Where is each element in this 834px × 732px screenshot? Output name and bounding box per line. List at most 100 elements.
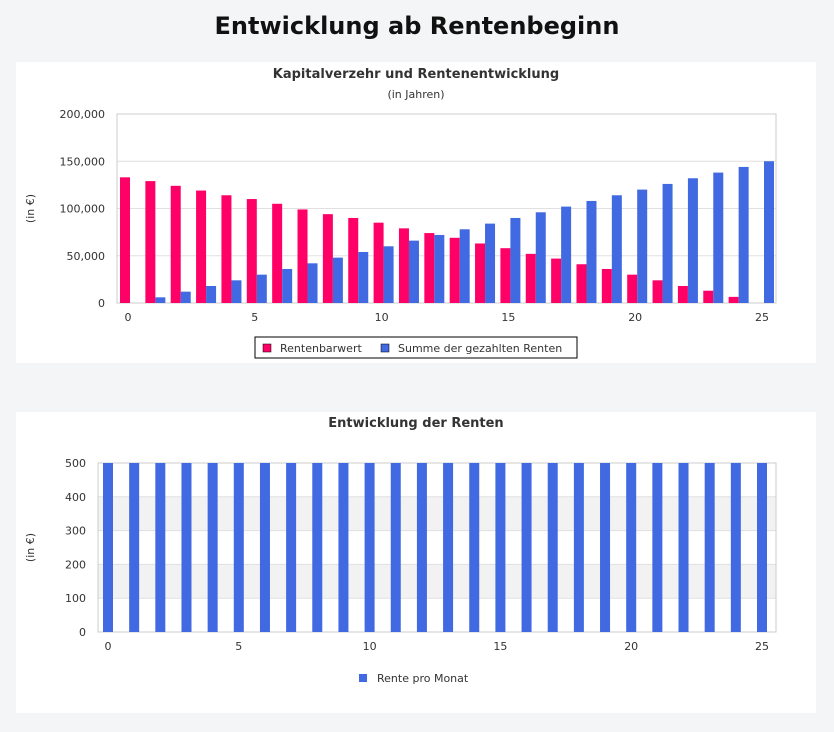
bar-renten-18 [573,463,584,632]
bar-renten-17 [547,463,558,632]
bar-renten-9 [358,251,369,303]
bar-renten-16 [535,212,546,303]
chart-panel-renten: Entwicklung der Renten 0 100 200 300 400 500 0 5… [16,412,816,713]
y-tick-label: 200,000 [60,108,106,121]
bar-renten-3 [206,285,217,303]
bar-rentenbarwert-4 [221,195,232,303]
page-title: Entwicklung ab Rentenbeginn [214,12,620,40]
bar-renten-19 [600,463,611,632]
y-tick-label: 500 [65,457,86,470]
x-tick-label: 25 [755,311,769,324]
bar-rentenbarwert-21 [652,280,663,303]
bar-renten-18 [586,200,597,303]
bar-renten-10 [364,463,375,632]
bar-rentenbarwert-12 [424,233,435,303]
chart-title: Entwicklung der Renten [328,416,503,431]
bar-renten-11 [408,240,419,303]
bar-renten-12 [416,463,427,632]
bar-renten-13 [459,229,470,303]
bar-rentenbarwert-13 [449,237,460,303]
bar-renten-8 [332,257,343,303]
y-tick-label: 0 [79,626,86,639]
x-tick-label: 0 [105,640,112,653]
bar-rentenbarwert-17 [551,258,562,303]
y-tick-label: 100,000 [60,203,106,216]
legend-swatch [262,343,272,353]
y-tick-label: 300 [65,525,86,538]
bar-renten-4 [207,463,218,632]
x-tick-label: 10 [363,640,377,653]
y-axis-label: (in €) [24,194,37,223]
bar-rentenbarwert-1 [145,181,156,303]
chart-renten: Entwicklung der Renten 0 100 200 300 400 500 0 5… [24,416,777,685]
bar-rentenbarwert-14 [475,243,486,303]
bar-renten-2 [180,291,191,303]
bar-renten-20 [637,189,648,303]
x-tick-label: 15 [493,640,507,653]
bar-rentenbarwert-24 [728,296,739,303]
y-axis-label: (in €) [24,533,37,562]
bar-renten-2 [155,463,166,632]
legend-box [254,336,578,359]
bar-rentenbarwert-18 [576,264,587,303]
bar-renten-12 [434,234,445,303]
bar-renten-25 [757,463,767,632]
legend-swatch [380,343,390,353]
bar-rentenbarwert-22 [677,285,688,303]
bar-rentenbarwert-8 [322,214,333,303]
bar-renten-6 [282,268,293,303]
chart-panel-kapital: Kapitalverzehr und Rentenentwicklung (in … [16,62,816,363]
bar-renten-7 [307,263,318,303]
bar-renten-10 [383,246,394,303]
bar-rentenbarwert-6 [272,203,283,303]
bar-renten-9 [338,463,349,632]
bar-rentenbarwert-23 [703,290,714,303]
bar-renten-3 [181,463,192,632]
bar-renten-21 [662,183,673,303]
bar-renten-6 [259,463,270,632]
x-tick-label: 20 [624,640,638,653]
y-tick-label: 100 [65,592,86,605]
bar-renten-16 [521,463,532,632]
y-tick-label: 150,000 [60,155,106,168]
bar-renten-7 [286,463,297,632]
bar-renten-25 [764,161,774,303]
plot-border [97,462,777,633]
x-tick-label: 20 [628,311,642,324]
bar-renten-17 [561,206,572,303]
bar-renten-1 [155,297,166,303]
bar-rentenbarwert-15 [500,248,511,303]
bar-rentenbarwert-11 [398,228,409,303]
bar-renten-22 [678,463,689,632]
bar-renten-15 [495,463,506,632]
bar-rentenbarwert-7 [297,209,308,303]
bar-renten-13 [443,463,454,632]
bar-rentenbarwert-9 [348,217,359,303]
bar-renten-14 [469,463,480,632]
bar-renten-11 [390,463,401,632]
bar-rentenbarwert-5 [246,199,257,303]
bar-renten-8 [312,463,323,632]
bar-renten-15 [510,217,521,303]
chart-kapital: Kapitalverzehr und Rentenentwicklung (in … [24,67,777,359]
bar-renten-24 [730,463,741,632]
bar-renten-23 [704,463,715,632]
legend-swatch [359,674,367,682]
bar-renten-0 [103,463,113,632]
bar-rentenbarwert-10 [373,222,384,303]
bar-rentenbarwert-2 [170,185,181,303]
y-tick-label: 400 [65,491,86,504]
bar-renten-21 [652,463,663,632]
bar-rentenbarwert-3 [196,190,207,303]
bar-rentenbarwert-19 [601,268,612,303]
bar-renten-19 [611,195,622,303]
bar-renten-14 [485,223,496,303]
grid-band [98,496,776,531]
x-tick-label: 10 [375,311,389,324]
bar-renten-5 [233,463,244,632]
bar-rentenbarwert-0 [120,177,130,303]
y-tick-label: 200 [65,558,86,571]
bar-renten-22 [687,178,698,303]
legend-label: Rentenbarwert [280,342,362,355]
legend-label: Rente pro Monat [377,672,469,685]
